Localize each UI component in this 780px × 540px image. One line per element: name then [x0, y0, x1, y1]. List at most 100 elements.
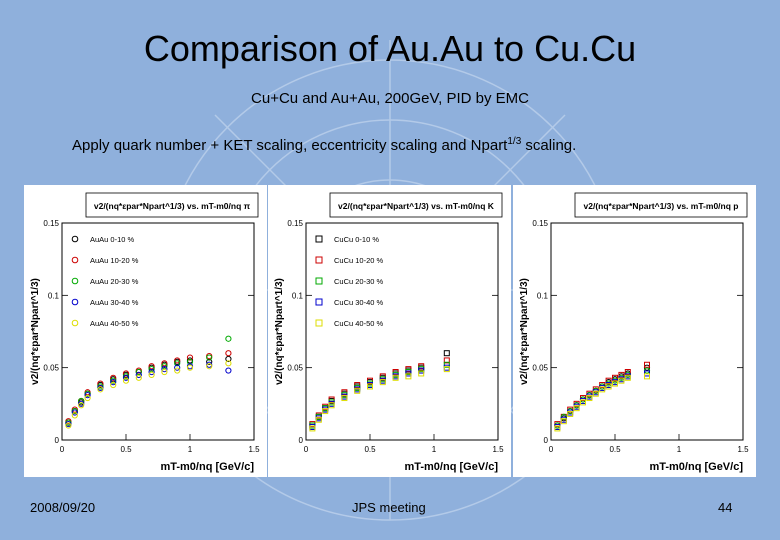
plot-title-box — [574, 192, 748, 218]
y-tick-label: 0.05 — [287, 364, 303, 373]
data-point — [122, 377, 130, 384]
legend-marker — [71, 298, 79, 306]
plot-title: v2/(nq*εpar*Npart^1/3) vs. mT-m0/nq K — [338, 201, 495, 211]
data-point — [122, 370, 130, 377]
data-point — [560, 418, 567, 425]
footer-date: 2008/09/20 — [30, 500, 96, 515]
plot-title-box — [329, 192, 503, 218]
data-point — [110, 381, 117, 389]
legend-label: CuCu 30-40 % — [334, 298, 384, 307]
data-point — [135, 374, 142, 381]
data-point — [161, 360, 168, 367]
data-point — [328, 402, 335, 409]
x-axis-label: mT-m0/nq [GeV/c] — [649, 461, 743, 473]
data-point — [186, 364, 194, 371]
scaling-note-sup: 1/3 — [507, 136, 522, 147]
footer-page-number: 44 — [718, 500, 733, 515]
x-tick-label: 1 — [188, 445, 193, 454]
chart-panel-proton: v2/(nq*εpar*Npart^1/3) vs. mT-m0/nq p 0 0.… — [513, 185, 756, 477]
data-point — [206, 354, 213, 361]
scaling-note-text: Apply quark number + KET scaling, eccent… — [72, 137, 508, 154]
x-axis-label: mT-m0/nq [GeV/c] — [160, 461, 254, 473]
data-point — [186, 354, 194, 361]
data-point — [225, 360, 232, 367]
footer-meeting: JPS meeting — [352, 500, 426, 515]
data-point — [71, 409, 78, 416]
plot-title: v2/(nq*εpar*Npart^1/3) vs. mT-m0/nq π — [94, 201, 251, 211]
legend-label: AuAu 0-10 % — [90, 235, 135, 244]
x-axis-label: mT-m0/nq [GeV/c] — [404, 461, 498, 473]
data-point — [554, 425, 561, 432]
data-point — [161, 366, 168, 373]
x-tick-label: 0.5 — [120, 445, 132, 454]
data-point — [573, 405, 580, 412]
data-point — [122, 374, 130, 381]
data-point — [599, 386, 606, 393]
plot-frame — [550, 222, 744, 441]
data-point — [225, 355, 232, 363]
legend-marker — [315, 277, 323, 285]
data-point — [174, 367, 181, 374]
data-point — [392, 374, 399, 381]
y-tick-label: 0.1 — [48, 291, 60, 300]
data-point — [612, 374, 618, 381]
legend-marker — [315, 235, 323, 243]
data-point — [379, 379, 386, 386]
data-point — [354, 387, 361, 394]
data-point — [206, 358, 213, 365]
x-tick-label: 1.5 — [737, 445, 749, 454]
data-point — [592, 390, 599, 397]
data-point — [71, 412, 78, 419]
data-point — [644, 373, 650, 380]
slide-subtitle: Cu+Cu and Au+Au, 200GeV, PID by EMC — [251, 90, 529, 107]
y-tick-label: 0 — [544, 436, 549, 445]
x-tick-label: 0 — [60, 445, 65, 454]
y-tick-label: 0.15 — [43, 219, 59, 228]
data-point — [65, 422, 72, 429]
data-point — [443, 350, 450, 357]
data-point — [174, 364, 181, 371]
data-point — [110, 374, 117, 381]
data-point — [206, 363, 213, 370]
data-point — [322, 408, 329, 415]
plot-frame — [305, 222, 499, 441]
chart-panel-pion: v2/(nq*εpar*Npart^1/3) vs. mT-m0/nq π 0 0.… — [24, 185, 267, 477]
legend-marker — [71, 319, 79, 327]
data-point — [110, 379, 117, 386]
legend-marker — [315, 256, 323, 264]
data-point — [148, 368, 155, 376]
data-point — [161, 368, 168, 376]
x-tick-label: 1 — [432, 445, 437, 454]
data-point — [315, 416, 322, 423]
data-point — [580, 399, 586, 406]
data-point — [618, 371, 625, 378]
y-tick-label: 0.1 — [292, 291, 304, 300]
y-tick-label: 0.05 — [43, 364, 59, 373]
data-point — [443, 366, 450, 373]
data-point — [174, 360, 181, 367]
x-tick-label: 1 — [677, 445, 682, 454]
data-point — [174, 357, 181, 364]
data-point — [225, 367, 232, 374]
data-point — [367, 383, 373, 390]
chart-proton: v2/(nq*εpar*Npart^1/3) vs. mT-m0/nq p 0 0.… — [519, 192, 749, 473]
plot-frame — [61, 222, 255, 441]
data-point — [135, 368, 142, 376]
data-point — [148, 363, 155, 370]
x-tick-label: 0.5 — [609, 445, 621, 454]
data-point — [443, 357, 450, 364]
data-point — [225, 335, 232, 342]
legend-label: AuAu 10-20 % — [90, 256, 139, 265]
data-point — [405, 373, 412, 380]
legend-marker — [71, 277, 79, 285]
x-tick-label: 0 — [549, 445, 554, 454]
scaling-note-tail: scaling. — [521, 137, 577, 154]
data-point — [186, 358, 194, 365]
data-point — [148, 371, 155, 378]
data-point — [225, 350, 232, 357]
chart-panel-kaon: v2/(nq*εpar*Npart^1/3) vs. mT-m0/nq K 0 0.… — [268, 185, 511, 477]
legend-marker — [315, 319, 323, 327]
legend-label: AuAu 30-40 % — [90, 298, 139, 307]
legend-marker — [315, 298, 323, 306]
legend-label: CuCu 10-20 % — [334, 256, 384, 265]
